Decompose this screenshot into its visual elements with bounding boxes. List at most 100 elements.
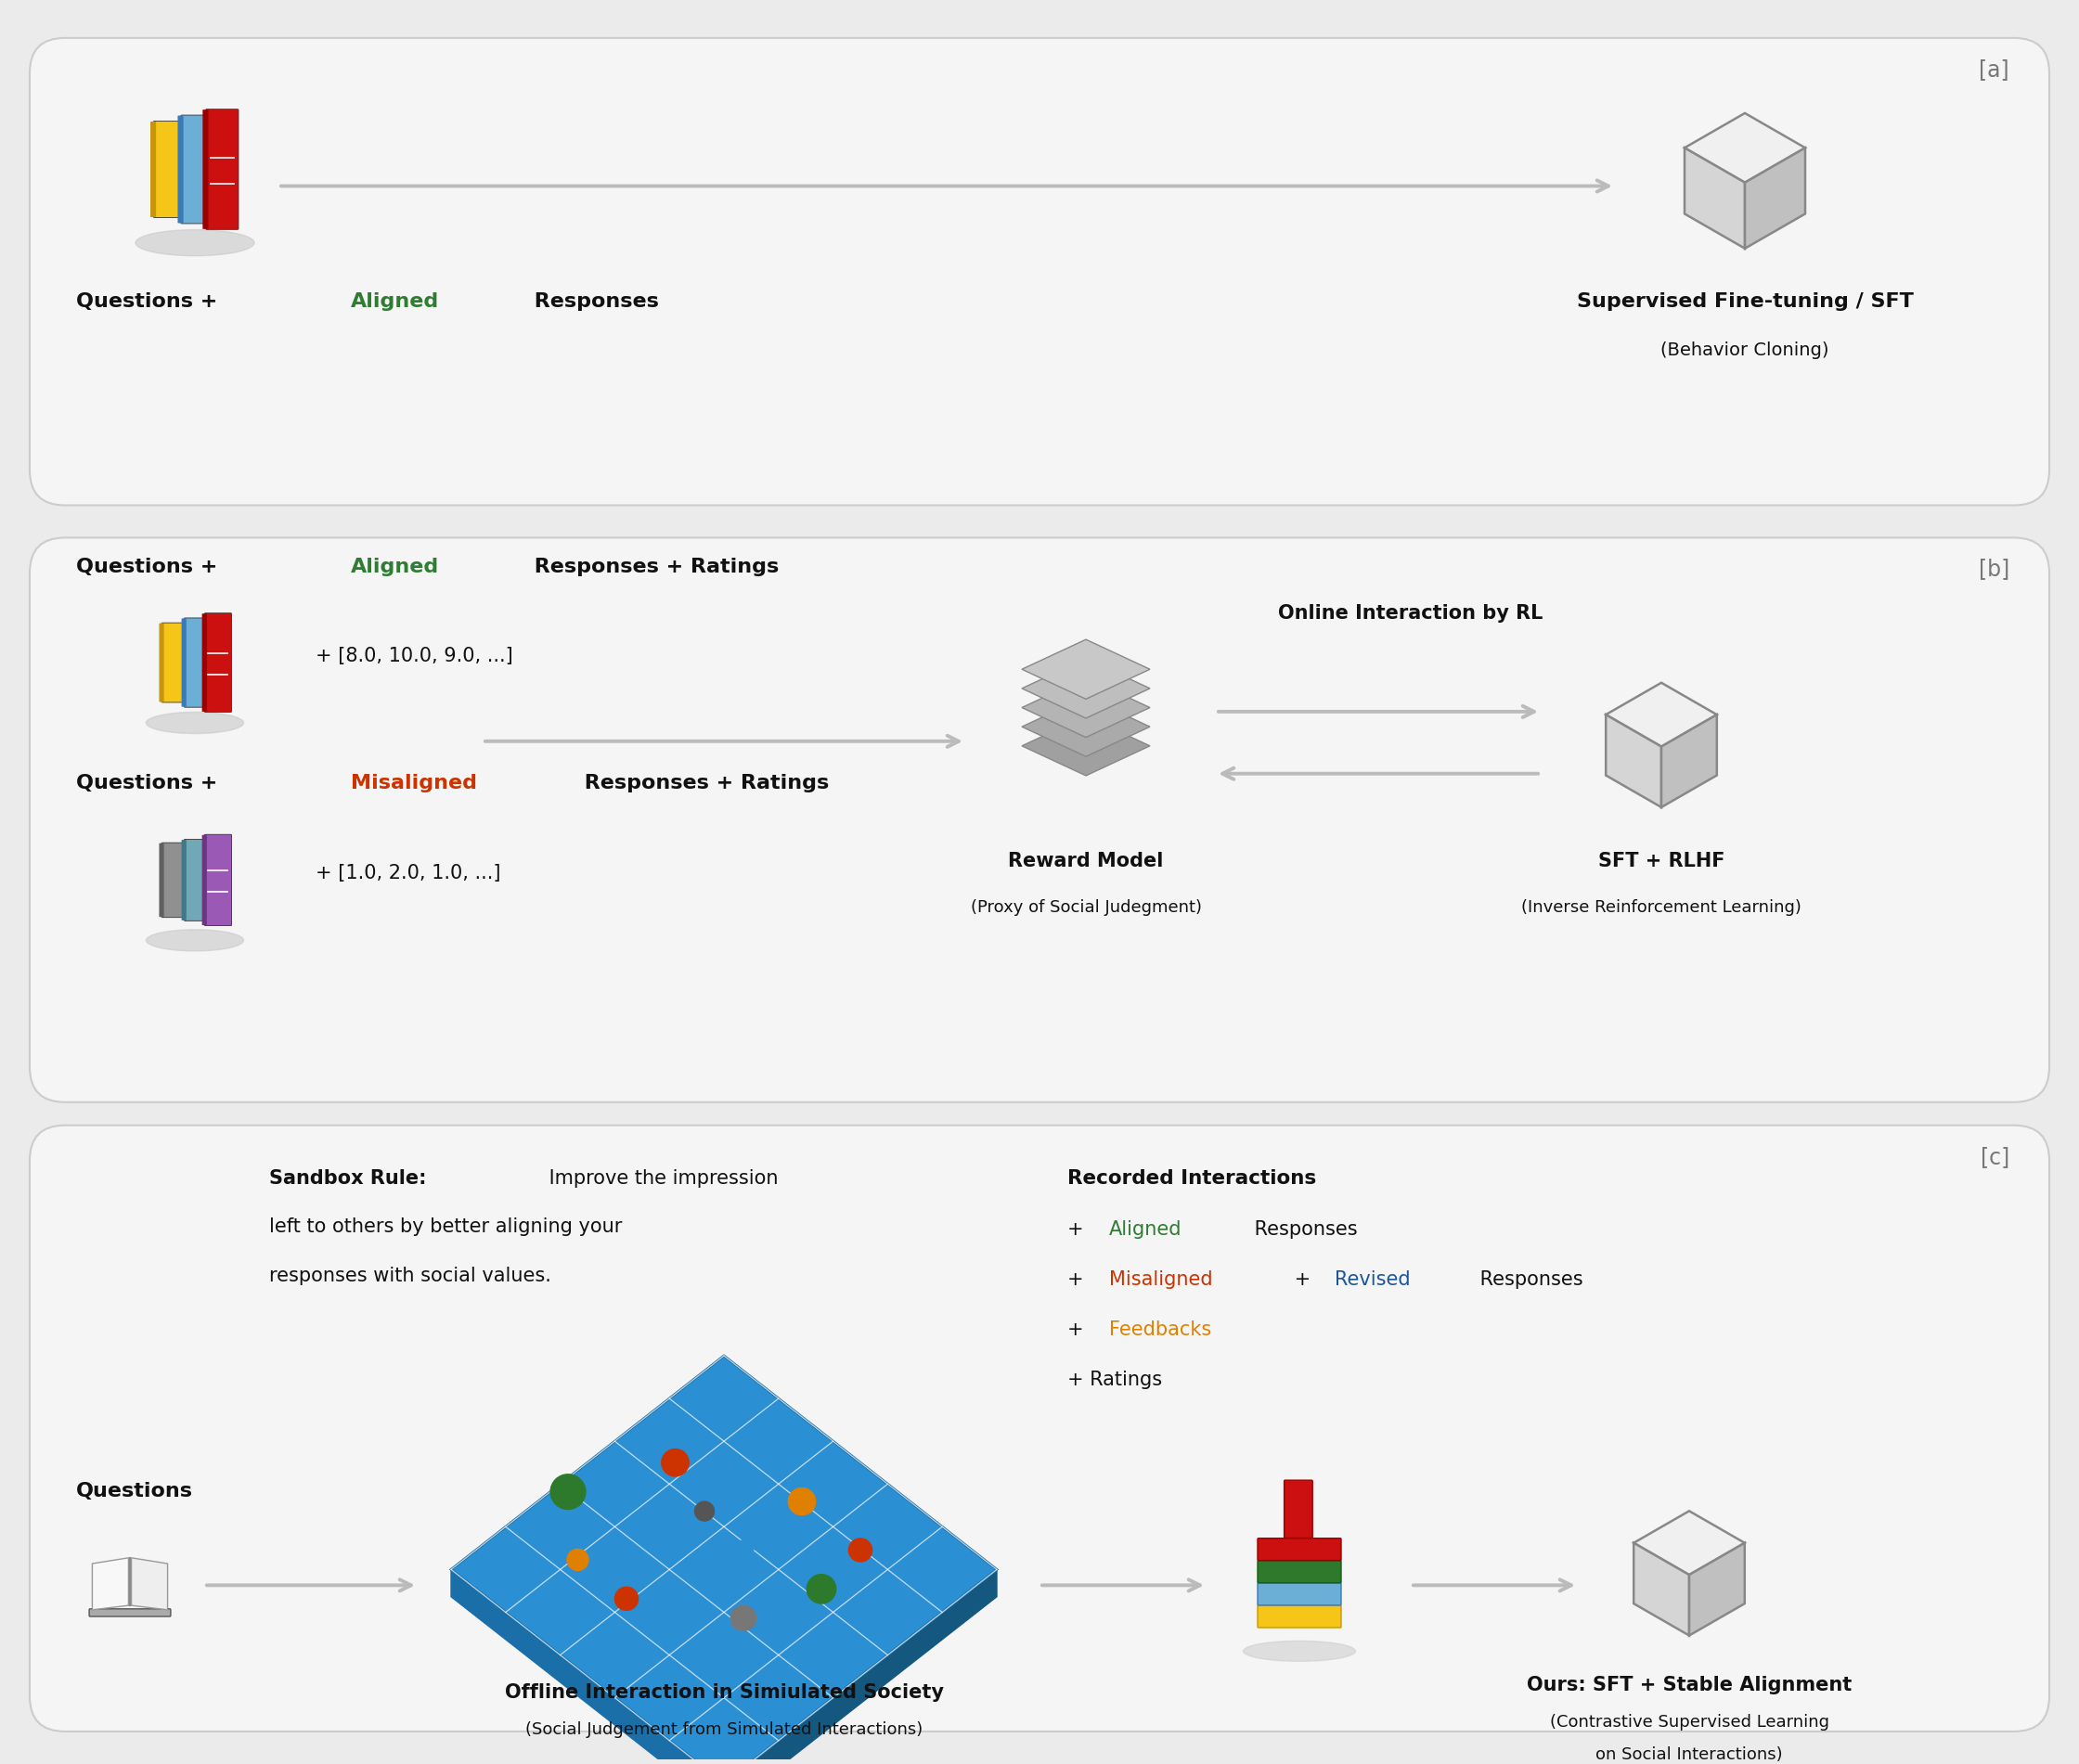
Text: Recorded Interactions: Recorded Interactions [1067, 1170, 1316, 1187]
Polygon shape [451, 1570, 723, 1764]
Ellipse shape [1243, 1641, 1356, 1662]
Text: Sandbox Rule:: Sandbox Rule: [268, 1170, 426, 1187]
Text: [b]: [b] [1979, 557, 2010, 580]
Circle shape [807, 1573, 836, 1603]
Polygon shape [1023, 697, 1150, 757]
Text: (Behavior Cloning): (Behavior Cloning) [1661, 342, 1830, 360]
FancyBboxPatch shape [162, 843, 185, 917]
FancyBboxPatch shape [29, 538, 2050, 1102]
FancyBboxPatch shape [1285, 1480, 1312, 1538]
FancyBboxPatch shape [204, 614, 231, 713]
Text: +: + [1067, 1321, 1089, 1339]
Text: Improve the impression: Improve the impression [543, 1170, 778, 1187]
Circle shape [788, 1487, 815, 1515]
Polygon shape [1605, 714, 1661, 808]
Text: +: + [1067, 1270, 1089, 1289]
Text: (Contrastive Supervised Learning: (Contrastive Supervised Learning [1549, 1715, 1830, 1730]
Text: [c]: [c] [1981, 1145, 2010, 1168]
FancyBboxPatch shape [162, 623, 185, 702]
Polygon shape [1634, 1544, 1688, 1635]
Text: +: + [1289, 1270, 1316, 1289]
FancyBboxPatch shape [181, 619, 187, 707]
Text: Supervised Fine-tuning / SFT: Supervised Fine-tuning / SFT [1576, 293, 1913, 310]
FancyBboxPatch shape [202, 614, 206, 711]
FancyBboxPatch shape [29, 39, 2050, 505]
Polygon shape [1744, 148, 1805, 249]
FancyBboxPatch shape [202, 834, 206, 926]
Text: Responses + Ratings: Responses + Ratings [578, 774, 830, 792]
Text: (Social Judgement from Simulated Interactions): (Social Judgement from Simulated Interac… [526, 1722, 923, 1738]
FancyBboxPatch shape [160, 843, 164, 917]
FancyBboxPatch shape [160, 623, 164, 702]
Text: Questions +: Questions + [77, 293, 225, 310]
Polygon shape [1605, 683, 1717, 746]
Text: Aligned: Aligned [1108, 1221, 1183, 1238]
Circle shape [694, 1501, 715, 1521]
Polygon shape [1023, 640, 1150, 699]
FancyBboxPatch shape [177, 116, 183, 222]
FancyBboxPatch shape [204, 834, 231, 926]
Text: + [8.0, 10.0, 9.0, ...]: + [8.0, 10.0, 9.0, ...] [316, 647, 514, 665]
FancyBboxPatch shape [29, 1125, 2050, 1732]
FancyBboxPatch shape [202, 109, 208, 229]
FancyBboxPatch shape [150, 122, 156, 217]
Text: left to others by better aligning your: left to others by better aligning your [268, 1217, 622, 1237]
Text: on Social Interactions): on Social Interactions) [1595, 1746, 1784, 1762]
Circle shape [568, 1549, 588, 1570]
Circle shape [730, 1605, 757, 1630]
Text: Reward Model: Reward Model [1008, 852, 1164, 871]
Polygon shape [1661, 714, 1717, 808]
FancyBboxPatch shape [185, 617, 206, 707]
Ellipse shape [146, 930, 243, 951]
FancyBboxPatch shape [206, 109, 239, 229]
Text: Offline Interaction in Simiulated Society: Offline Interaction in Simiulated Societ… [505, 1683, 944, 1702]
Polygon shape [91, 1558, 129, 1611]
Text: [a]: [a] [1979, 58, 2010, 81]
Text: Online Interaction by RL: Online Interaction by RL [1279, 605, 1543, 623]
Polygon shape [1688, 1544, 1744, 1635]
Text: Questions +: Questions + [77, 557, 225, 577]
Text: responses with social values.: responses with social values. [268, 1267, 551, 1286]
Text: Responses: Responses [1247, 1221, 1358, 1238]
Circle shape [615, 1588, 638, 1611]
Polygon shape [1023, 716, 1150, 776]
FancyBboxPatch shape [154, 122, 181, 217]
Text: Responses: Responses [1474, 1270, 1582, 1289]
Text: Responses + Ratings: Responses + Ratings [528, 557, 780, 577]
Text: (Inverse Reinforcement Learning): (Inverse Reinforcement Learning) [1522, 900, 1800, 916]
Text: +: + [1067, 1221, 1089, 1238]
Text: Aligned: Aligned [351, 293, 439, 310]
Text: Feedbacks: Feedbacks [1108, 1321, 1212, 1339]
Text: Misaligned: Misaligned [351, 774, 476, 792]
Ellipse shape [146, 713, 243, 734]
FancyBboxPatch shape [181, 115, 206, 224]
Text: (Proxy of Social Judegment): (Proxy of Social Judegment) [971, 900, 1202, 916]
FancyBboxPatch shape [1258, 1538, 1341, 1561]
FancyBboxPatch shape [1258, 1561, 1341, 1582]
Text: Responses: Responses [528, 293, 659, 310]
Polygon shape [723, 1570, 996, 1764]
Polygon shape [1023, 677, 1150, 737]
Text: Ours: SFT + Stable Alignment: Ours: SFT + Stable Alignment [1526, 1676, 1852, 1695]
Circle shape [734, 1540, 753, 1559]
Text: + Ratings: + Ratings [1067, 1371, 1162, 1388]
Ellipse shape [135, 229, 254, 256]
Text: Questions: Questions [77, 1482, 193, 1499]
FancyBboxPatch shape [185, 840, 206, 921]
Text: SFT + RLHF: SFT + RLHF [1599, 852, 1726, 871]
Circle shape [551, 1475, 586, 1510]
Polygon shape [1684, 113, 1805, 182]
Polygon shape [451, 1357, 996, 1764]
FancyBboxPatch shape [1258, 1605, 1341, 1628]
Text: Aligned: Aligned [351, 557, 439, 577]
Text: Misaligned: Misaligned [1108, 1270, 1212, 1289]
FancyBboxPatch shape [181, 840, 187, 921]
Text: Questions +: Questions + [77, 774, 225, 792]
Circle shape [848, 1538, 871, 1561]
FancyBboxPatch shape [89, 1609, 170, 1616]
Polygon shape [1634, 1512, 1744, 1575]
Text: Revised: Revised [1335, 1270, 1410, 1289]
Polygon shape [1023, 658, 1150, 718]
Polygon shape [1684, 148, 1744, 249]
Circle shape [661, 1448, 688, 1476]
